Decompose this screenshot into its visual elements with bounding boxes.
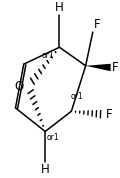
Text: F: F xyxy=(94,18,101,31)
Text: or1: or1 xyxy=(70,92,83,101)
Text: F: F xyxy=(106,108,112,121)
Text: or1: or1 xyxy=(42,51,55,60)
Text: H: H xyxy=(41,163,50,176)
Polygon shape xyxy=(86,64,111,71)
Text: or1: or1 xyxy=(46,133,59,142)
Text: F: F xyxy=(112,61,118,74)
Text: O: O xyxy=(15,80,24,93)
Text: H: H xyxy=(55,1,64,14)
